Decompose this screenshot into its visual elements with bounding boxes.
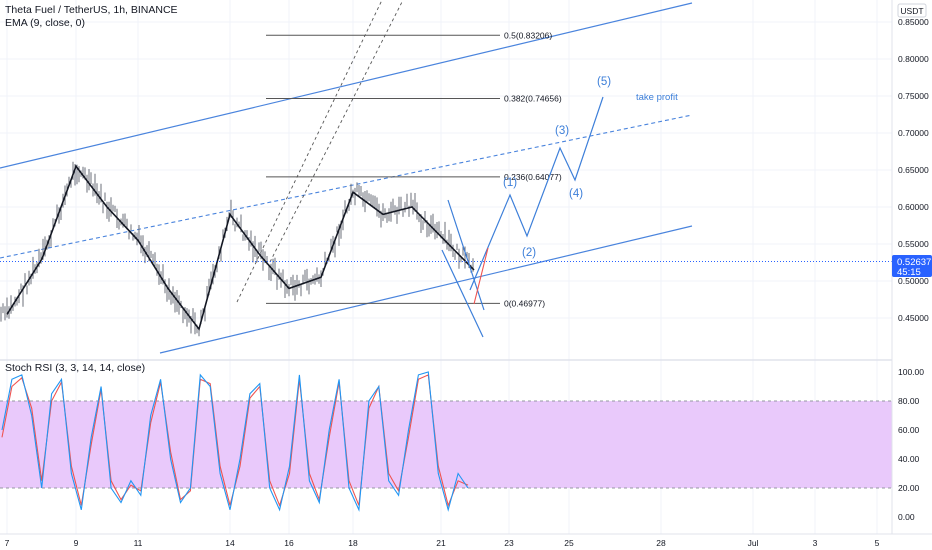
stoch-rsi-tick-label: 60.00 [898,425,920,435]
wave-label: (3) [555,125,569,137]
time-axis-ticks: 7 9 11 14 16 18 21 23 25 28 Jul 3 5 [5,538,880,548]
channel-mid-line [0,114,693,259]
fib-level-label: 0.236(0.64077) [504,172,562,182]
price-axis-ticks: 0.85000 0.80000 0.75000 0.70000 0.65000 0.600… [898,17,929,323]
ema-line [6,164,475,331]
stoch-rsi-band [0,401,892,488]
stoch-rsi-axis-ticks: 100.00 80.00 60.00 40.00 20.00 0.00 [898,367,924,522]
stoch-rsi-tick-label: 100.00 [898,367,924,377]
fib-level-label: 0.382(0.74656) [504,94,562,104]
fan-line-2 [269,0,404,263]
price-tick-label: 0.60000 [898,202,929,212]
price-tick-label: 0.50000 [898,276,929,286]
price-tick-label: 0.45000 [898,313,929,323]
symbol-legend[interactable]: Theta Fuel / TetherUS, 1h, BINANCE [5,4,178,16]
time-tick-label: 5 [875,538,880,548]
price-tag [892,255,932,277]
wave-label: (2) [522,247,536,259]
price-tick-label: 0.55000 [898,239,929,249]
price-tick-label: 0.65000 [898,165,929,175]
time-tick-label: 16 [284,538,294,548]
fib-level-label: 0(0.46977) [504,298,545,308]
wave-projection-path [469,96,604,291]
take-profit-label: take profit [636,92,678,103]
stoch-rsi-legend[interactable]: Stoch RSI (3, 3, 14, 14, close) [5,362,146,374]
time-tick-label: 25 [564,538,574,548]
price-tick-label: 0.85000 [898,17,929,27]
channel-lower-line [159,225,693,354]
price-tag-countdown: 45:15 [897,267,921,278]
fib-level-label: 0.5(0.83206) [504,30,552,40]
ema-legend[interactable]: EMA (9, close, 0) [5,17,85,29]
time-tick-label: 9 [74,538,79,548]
wave-label: (1) [503,177,517,189]
time-tick-label: 11 [134,538,143,548]
price-tag-value: 0.52637 [897,257,931,268]
stoch-rsi-tick-label: 0.00 [898,512,915,522]
time-tick-label: 14 [225,538,235,548]
elliott-wave-projection[interactable]: (1) (2) (3) (4) (5) take profit [441,76,678,338]
time-tick-label: 7 [5,538,10,548]
time-tick-label: 23 [504,538,514,548]
fibonacci-retracement[interactable]: 0.5(0.83206) 0.382(0.74656) 0.236(0.64077)… [266,30,562,308]
price-tick-label: 0.75000 [898,91,929,101]
breakout-line-red [473,247,489,305]
stoch-rsi-tick-label: 20.00 [898,483,920,493]
currency-badge[interactable] [897,3,927,18]
time-tick-label: 21 [436,538,446,548]
wave-label: (4) [569,188,583,200]
time-tick-label: 18 [348,538,358,548]
stoch-rsi-tick-label: 40.00 [898,454,920,464]
currency-label: USDT [900,6,923,16]
stoch-rsi-tick-label: 80.00 [898,396,920,406]
time-axis[interactable] [0,534,932,550]
channel-upper-line [0,2,693,169]
time-tick-label: 28 [656,538,666,548]
time-tick-label: 3 [813,538,818,548]
wave-label: (5) [597,76,611,88]
wedge-upper-line [447,199,485,311]
price-tick-label: 0.80000 [898,54,929,64]
time-tick-label: Jul [748,538,759,548]
price-tick-label: 0.70000 [898,128,929,138]
wedge-lower-line [441,249,484,338]
stoch-rsi-k-line [1,371,469,512]
